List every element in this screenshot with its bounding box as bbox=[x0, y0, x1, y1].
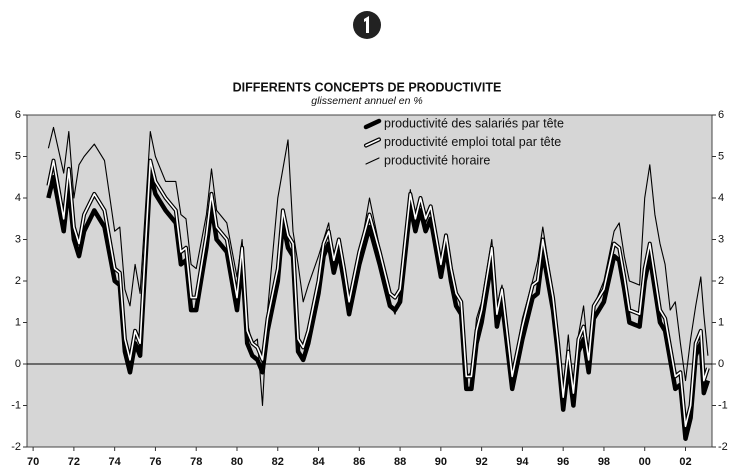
x-tick-label: 94 bbox=[516, 456, 529, 468]
y-tick-label: -2 bbox=[11, 441, 21, 453]
y-tick-label: 5 bbox=[15, 150, 21, 162]
legend-swatch bbox=[363, 118, 382, 130]
x-tick-label: 76 bbox=[149, 456, 161, 468]
y-tick-label: -1 bbox=[11, 399, 21, 411]
x-tick-label: 96 bbox=[557, 456, 569, 468]
legend-label: productivité des salariés par tête bbox=[384, 116, 564, 130]
y2-tick-label: -1 bbox=[718, 399, 728, 411]
legend-label: productivité emploi total par tête bbox=[384, 135, 561, 149]
x-tick-label: 84 bbox=[312, 456, 325, 468]
y2-tick-label: 6 bbox=[718, 109, 724, 121]
y-tick-label: 0 bbox=[15, 358, 21, 370]
y2-tick-label: 3 bbox=[718, 233, 724, 245]
chart-title: DIFFERENTS CONCEPTS DE PRODUCTIVITE bbox=[233, 80, 502, 94]
chart-subtitle: glissement annuel en % bbox=[311, 95, 423, 107]
logo bbox=[353, 11, 381, 39]
x-tick-label: 98 bbox=[598, 456, 610, 468]
y-tick-label: 6 bbox=[15, 109, 21, 121]
y2-tick-label: 2 bbox=[718, 275, 724, 287]
x-tick-label: 00 bbox=[639, 456, 651, 468]
x-tick-label: 82 bbox=[272, 456, 284, 468]
x-tick-label: 80 bbox=[231, 456, 243, 468]
y2-tick-label: 4 bbox=[718, 192, 724, 204]
x-tick-label: 02 bbox=[679, 456, 691, 468]
line-inner bbox=[47, 159, 709, 428]
y2-tick-label: 5 bbox=[718, 150, 724, 162]
y2-tick-label: -2 bbox=[718, 441, 728, 453]
y2-tick-label: 0 bbox=[718, 358, 724, 370]
x-tick-label: 86 bbox=[353, 456, 365, 468]
x-tick-label: 92 bbox=[476, 456, 488, 468]
x-tick-label: 88 bbox=[394, 456, 406, 468]
line bbox=[46, 170, 711, 441]
y-tick-label: 3 bbox=[15, 233, 21, 245]
legend-swatch bbox=[365, 157, 380, 165]
y-tick-label: 1 bbox=[15, 316, 21, 328]
x-tick-label: 72 bbox=[68, 456, 80, 468]
x-tick-label: 90 bbox=[435, 456, 447, 468]
x-tick-label: 78 bbox=[190, 456, 202, 468]
legend-label: productivité horaire bbox=[384, 153, 490, 167]
y-tick-label: 2 bbox=[15, 275, 21, 287]
x-tick-label: 74 bbox=[109, 456, 122, 468]
x-tick-label: 70 bbox=[27, 456, 39, 468]
legend-swatch bbox=[365, 138, 380, 147]
y2-tick-label: 1 bbox=[718, 316, 724, 328]
y-tick-label: 4 bbox=[15, 192, 21, 204]
